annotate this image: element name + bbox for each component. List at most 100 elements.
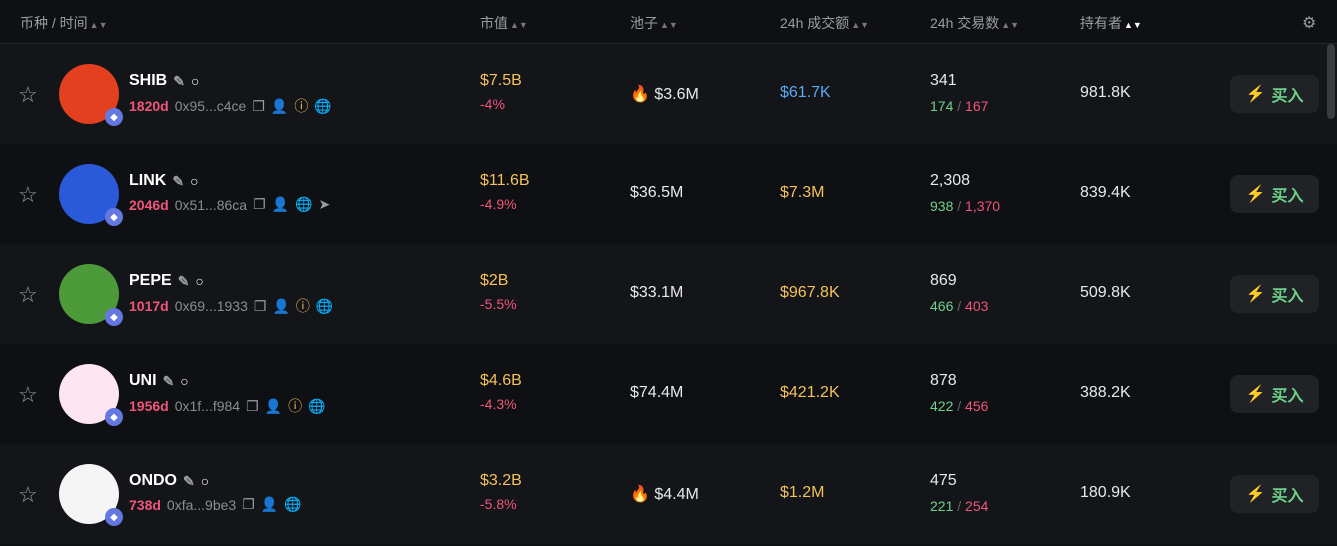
pool-liquidity: 🔥 $4.4M xyxy=(630,484,699,504)
buys-sells: 221 / 254 xyxy=(930,498,989,514)
volume-24h: $7.3M xyxy=(780,184,825,201)
fire-icon: 🔥 xyxy=(630,486,650,503)
copy-icon[interactable]: ❐ xyxy=(246,397,259,414)
sells-count: 167 xyxy=(965,98,989,114)
scrollbar[interactable] xyxy=(1327,44,1335,119)
pool-value: $74.4M xyxy=(630,384,684,401)
ethereum-chain-icon: ◆ xyxy=(105,208,123,226)
sells-count: 456 xyxy=(965,398,989,414)
contract-address: 0x51...86ca xyxy=(174,196,248,213)
market-cap: $3.2B xyxy=(480,472,522,489)
table-row[interactable]: ☆ ◆ LINK ✎ ○ 2046d 0x51...86ca ❐ 👤 🌐 ➤ $11.6B -… xyxy=(0,144,1337,244)
holders-count: 839.4K xyxy=(1080,184,1131,201)
buys-count: 938 xyxy=(930,198,954,214)
favorite-star-icon[interactable]: ☆ xyxy=(18,482,38,507)
market-cap: $11.6B xyxy=(480,172,530,189)
copy-icon[interactable]: ❐ xyxy=(252,97,265,114)
table-row[interactable]: ☆ ◆ PEPE ✎ ○ 1017d 0x69...1933 ❐ 👤 ⓘ 🌐 $2B -5.5… xyxy=(0,244,1337,344)
pool-liquidity: $33.1M xyxy=(630,284,683,302)
lightning-icon: ⚡ xyxy=(1245,286,1266,303)
buys-sells: 938 / 1,370 xyxy=(930,198,1001,214)
search-icon[interactable]: ○ xyxy=(200,473,210,489)
sort-holders[interactable]: 持有者 ▲▼ xyxy=(1080,15,1142,31)
edit-icon[interactable]: ✎ xyxy=(172,172,185,189)
buys-count: 466 xyxy=(930,298,954,314)
table-row[interactable]: ☆ ◆ UNI ✎ ○ 1956d 0x1f...f984 ❐ 👤 ⓘ 🌐 $4.6B -4.… xyxy=(0,344,1337,444)
buys-sells: 466 / 403 xyxy=(930,298,989,314)
sort-volume[interactable]: 24h 成交额 ▲▼ xyxy=(780,15,870,31)
sort-coin-time[interactable]: 币种 / 时间 ▲▼ xyxy=(20,15,108,31)
pool-value: $33.1M xyxy=(630,284,684,301)
buys-count: 174 xyxy=(930,98,954,114)
sort-pool[interactable]: 池子 ▲▼ xyxy=(630,15,678,31)
buy-button[interactable]: ⚡ 买入 xyxy=(1230,375,1319,413)
market-cap: $2B xyxy=(480,272,509,289)
txns-24h: 869 xyxy=(930,272,957,289)
token-table: ☆ ◆ SHIB ✎ ○ 1820d 0x95...c4ce ❐ 👤 ⓘ 🌐 $7.5B -4… xyxy=(0,44,1337,544)
warning-icon[interactable]: ⓘ xyxy=(288,398,303,414)
table-row[interactable]: ☆ ◆ SHIB ✎ ○ 1820d 0x95...c4ce ❐ 👤 ⓘ 🌐 $7.5B -4… xyxy=(0,44,1337,144)
telegram-icon[interactable]: ➤ xyxy=(318,196,331,212)
copy-icon[interactable]: ❐ xyxy=(253,196,266,212)
price-change: -5.5% xyxy=(480,296,517,312)
sort-txns[interactable]: 24h 交易数 ▲▼ xyxy=(930,15,1020,31)
globe-icon[interactable]: 🌐 xyxy=(284,496,302,512)
token-symbol[interactable]: PEPE xyxy=(129,272,172,289)
token-age: 1017d xyxy=(129,298,169,314)
user-icon[interactable]: 👤 xyxy=(260,496,279,512)
lightning-icon: ⚡ xyxy=(1245,486,1266,503)
user-icon[interactable]: 👤 xyxy=(270,97,289,114)
copy-icon[interactable]: ❐ xyxy=(253,297,267,314)
buys-sells: 174 / 167 xyxy=(930,98,989,114)
user-icon[interactable]: 👤 xyxy=(272,297,290,314)
user-icon[interactable]: 👤 xyxy=(271,196,290,212)
favorite-star-icon[interactable]: ☆ xyxy=(18,382,38,407)
search-icon[interactable]: ○ xyxy=(180,373,189,389)
token-age: 2046d xyxy=(129,196,169,213)
token-symbol[interactable]: LINK xyxy=(129,172,167,189)
user-icon[interactable]: 👤 xyxy=(264,397,283,414)
contract-address: 0x69...1933 xyxy=(174,298,248,314)
search-icon[interactable]: ○ xyxy=(190,173,199,189)
buy-button[interactable]: ⚡ 买入 xyxy=(1230,175,1319,213)
holders-count: 388.2K xyxy=(1080,384,1131,401)
search-icon[interactable]: ○ xyxy=(190,73,200,89)
ethereum-chain-icon: ◆ xyxy=(105,408,123,426)
edit-icon[interactable]: ✎ xyxy=(162,372,175,389)
globe-icon[interactable]: 🌐 xyxy=(308,397,326,414)
token-symbol[interactable]: SHIB xyxy=(129,72,168,89)
fire-icon: 🔥 xyxy=(630,86,650,103)
sort-market-cap[interactable]: 市值 ▲▼ xyxy=(480,15,528,31)
warning-icon[interactable]: ⓘ xyxy=(294,98,309,114)
copy-icon[interactable]: ❐ xyxy=(242,496,255,512)
warning-icon[interactable]: ⓘ xyxy=(295,298,310,314)
table-row[interactable]: ☆ ◆ ONDO ✎ ○ 738d 0xfa...9be3 ❐ 👤 🌐 $3.2B -5.8… xyxy=(0,444,1337,544)
favorite-star-icon[interactable]: ☆ xyxy=(18,82,38,107)
token-symbol[interactable]: UNI xyxy=(129,372,157,389)
edit-icon[interactable]: ✎ xyxy=(177,272,190,289)
token-symbol[interactable]: ONDO xyxy=(129,472,177,489)
globe-icon[interactable]: 🌐 xyxy=(315,297,334,314)
price-change: -4.9% xyxy=(480,196,517,212)
favorite-star-icon[interactable]: ☆ xyxy=(18,282,38,307)
pool-liquidity: 🔥 $3.6M xyxy=(630,84,699,104)
favorite-star-icon[interactable]: ☆ xyxy=(18,182,38,207)
buy-button[interactable]: ⚡ 买入 xyxy=(1230,475,1319,513)
holders-count: 981.8K xyxy=(1080,84,1131,101)
pool-liquidity: $74.4M xyxy=(630,384,683,402)
buys-count: 422 xyxy=(930,398,954,414)
contract-address: 0x95...c4ce xyxy=(174,98,247,114)
market-cap: $4.6B xyxy=(480,372,522,389)
settings-gear-icon[interactable]: ⚙ xyxy=(1302,15,1317,32)
globe-icon[interactable]: 🌐 xyxy=(295,196,313,212)
edit-icon[interactable]: ✎ xyxy=(183,472,195,489)
buy-button[interactable]: ⚡ 买入 xyxy=(1230,275,1319,313)
contract-address: 0xfa...9be3 xyxy=(166,496,237,513)
edit-icon[interactable]: ✎ xyxy=(173,72,185,89)
ethereum-chain-icon: ◆ xyxy=(105,508,123,526)
volume-24h: $1.2M xyxy=(780,484,825,501)
globe-icon[interactable]: 🌐 xyxy=(314,97,332,114)
search-icon[interactable]: ○ xyxy=(195,273,204,289)
buy-button[interactable]: ⚡ 买入 xyxy=(1230,75,1319,113)
sells-count: 1,370 xyxy=(965,198,1001,214)
